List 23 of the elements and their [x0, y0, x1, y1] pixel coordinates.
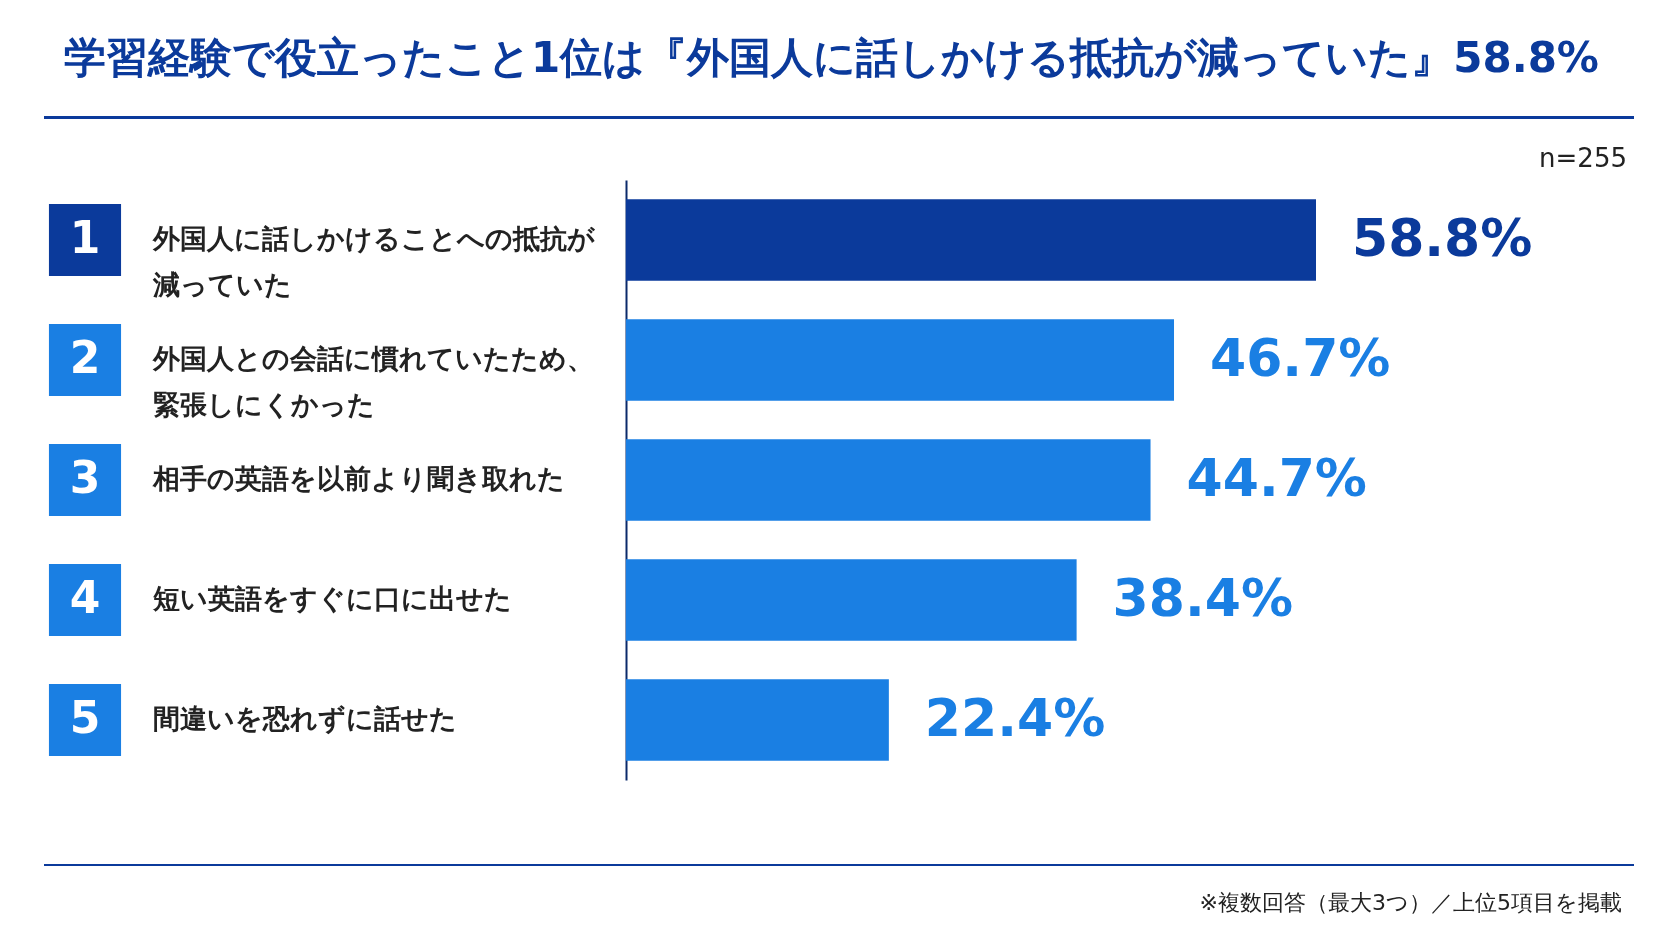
- data-label: 38.4%: [1112, 568, 1294, 628]
- chart-title: 学習経験で役立ったこと1位は『外国人に話しかける抵抗が減っていた』58.8%: [64, 32, 1599, 84]
- text: n=255: [1539, 143, 1627, 173]
- bar: [626, 439, 1151, 521]
- bar: [626, 679, 889, 761]
- y-tick-label: 短い英語をすぐに口に出せた: [151, 583, 512, 614]
- data-label: 58.8%: [1352, 208, 1533, 268]
- bar: [626, 319, 1175, 401]
- bar: [626, 559, 1077, 641]
- text: ※複数回答（最大3つ）／上位5項目を掲載: [1199, 889, 1622, 917]
- text: 3: [69, 452, 101, 503]
- text: 4: [69, 572, 101, 623]
- y-tick-label: 相手の英語を以前より聞き取れた: [151, 463, 565, 494]
- bar: [626, 199, 1316, 281]
- data-label: 44.7%: [1186, 448, 1367, 508]
- y-tick-label: 間違いを恐れずに話せた: [152, 703, 457, 735]
- y-tick-label: 外国人に話しかけることへの抵抗が減っていた: [151, 223, 596, 300]
- text: 5: [69, 692, 101, 743]
- text: 2: [69, 332, 101, 383]
- data-label: 22.4%: [924, 688, 1106, 748]
- text: 1: [69, 212, 101, 263]
- data-label: 46.7%: [1210, 328, 1391, 388]
- y-tick-label: 外国人との会話に慣れていたため、緊張しにくかった: [151, 343, 594, 420]
